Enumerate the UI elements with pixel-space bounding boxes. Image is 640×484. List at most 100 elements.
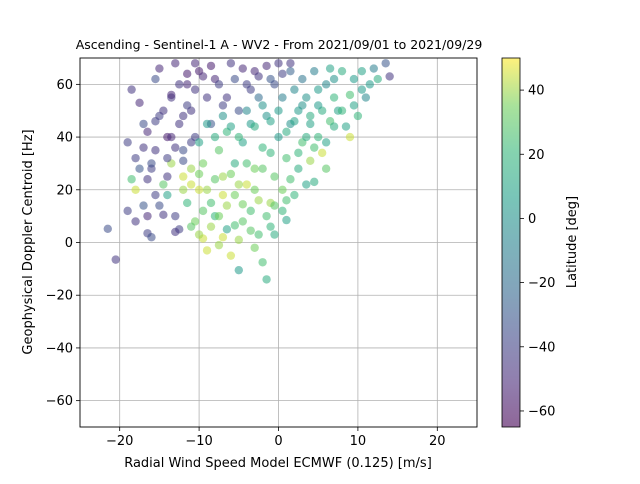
- scatter-point: [167, 132, 176, 142]
- scatter-point: [179, 156, 188, 165]
- scatter-point: [262, 275, 271, 284]
- scatter-point: [131, 217, 140, 226]
- scatter-point: [230, 190, 240, 200]
- scatter-point: [151, 190, 160, 200]
- scatter-point: [206, 61, 216, 71]
- scatter-point: [194, 230, 204, 239]
- scatter-point: [135, 98, 144, 108]
- scatter-point: [246, 85, 255, 94]
- colorbar-ticks: −60 −40 −20 0 20 40: [520, 84, 555, 419]
- scatter-point: [222, 225, 232, 234]
- scatter-point: [321, 80, 331, 89]
- scatter-point: [254, 72, 263, 81]
- x-axis-label: Radial Wind Speed Model ECMWF (0.125) [m…: [124, 456, 432, 471]
- scatter-point: [278, 93, 287, 102]
- scatter-point: [202, 119, 212, 129]
- scatter-point: [123, 206, 132, 216]
- colorbar: [501, 57, 521, 428]
- scatter-point: [218, 190, 228, 200]
- scatter-point: [266, 222, 275, 231]
- scatter-point: [286, 66, 295, 76]
- scatter-point: [357, 66, 367, 76]
- scatter-point: [290, 117, 299, 126]
- x-tick-label: 0: [274, 434, 282, 449]
- scatter-point: [246, 226, 255, 235]
- scatter-point: [139, 201, 148, 210]
- scatter-point: [147, 233, 156, 242]
- x-tick-label: 10: [350, 434, 367, 449]
- scatter-point: [242, 180, 251, 189]
- scatter-point: [270, 80, 279, 89]
- scatter-point: [381, 59, 390, 68]
- scatter-point: [361, 93, 371, 102]
- scatter-point: [151, 146, 160, 155]
- scatter-point: [159, 106, 168, 115]
- scatter-point: [298, 101, 307, 110]
- scatter-point: [250, 185, 259, 194]
- scatter-point: [175, 80, 184, 89]
- scatter-point: [329, 93, 339, 102]
- scatter-point: [234, 180, 243, 189]
- scatter-point: [143, 127, 152, 136]
- scatter-point: [270, 172, 279, 181]
- scatter-point: [159, 210, 168, 220]
- scatter-point: [186, 222, 196, 231]
- scatter-point: [250, 243, 259, 252]
- scatter-point: [321, 138, 331, 147]
- scatter-point: [266, 117, 275, 126]
- scatter-point: [127, 85, 136, 94]
- scatter-point: [357, 85, 367, 94]
- scatter-point: [171, 211, 180, 221]
- scatter-point: [270, 201, 279, 210]
- y-tick-label: 20: [56, 183, 73, 198]
- scatter-point: [210, 132, 220, 142]
- chart-title: Ascending - Sentinel-1 A - WV2 - From 20…: [76, 37, 483, 52]
- scatter-point: [194, 138, 204, 147]
- scatter-point: [310, 143, 319, 152]
- scatter-point: [302, 132, 311, 142]
- scatter-point: [202, 246, 212, 255]
- scatter-point: [198, 206, 208, 216]
- scatter-point: [151, 117, 160, 126]
- scatter-point: [230, 74, 240, 84]
- scatter-point: [234, 106, 243, 115]
- scatter-point: [218, 233, 228, 242]
- grid-lines: [80, 58, 477, 427]
- data-points: [103, 59, 394, 284]
- colorbar-tick-label: −40: [528, 340, 555, 355]
- scatter-point: [214, 146, 224, 155]
- scatter-point: [127, 175, 136, 184]
- y-tick-label: −40: [46, 341, 73, 356]
- scatter-point: [182, 101, 192, 110]
- scatter-point: [186, 138, 196, 147]
- colorbar-tick-label: −20: [528, 276, 555, 291]
- scatter-point: [206, 198, 216, 208]
- scatter-point: [190, 85, 200, 94]
- colorbar-tick-label: −60: [528, 404, 555, 419]
- scatter-point: [290, 85, 299, 94]
- scatter-point: [258, 258, 267, 267]
- scatter-point: [282, 196, 291, 205]
- scatter-point: [198, 159, 208, 168]
- scatter-point: [163, 153, 172, 163]
- scatter-point: [310, 66, 319, 76]
- scatter-point: [163, 172, 172, 181]
- colorbar-tick-label: 40: [528, 84, 545, 99]
- scatter-point: [234, 132, 243, 142]
- scatter-point: [250, 164, 259, 173]
- scatter-point: [194, 169, 204, 179]
- scatter-point: [139, 143, 148, 152]
- scatter-point: [266, 148, 275, 158]
- scatter-point: [329, 74, 339, 84]
- scatter-point: [179, 185, 188, 194]
- scatter-point: [123, 138, 132, 147]
- colorbar-tick-label: 20: [528, 148, 545, 163]
- scatter-point: [202, 93, 212, 102]
- scatter-point: [369, 64, 378, 73]
- scatter-point: [302, 180, 311, 189]
- scatter-point: [365, 80, 375, 89]
- scatter-point: [171, 143, 180, 152]
- scatter-point: [210, 175, 220, 184]
- scatter-point: [238, 200, 247, 209]
